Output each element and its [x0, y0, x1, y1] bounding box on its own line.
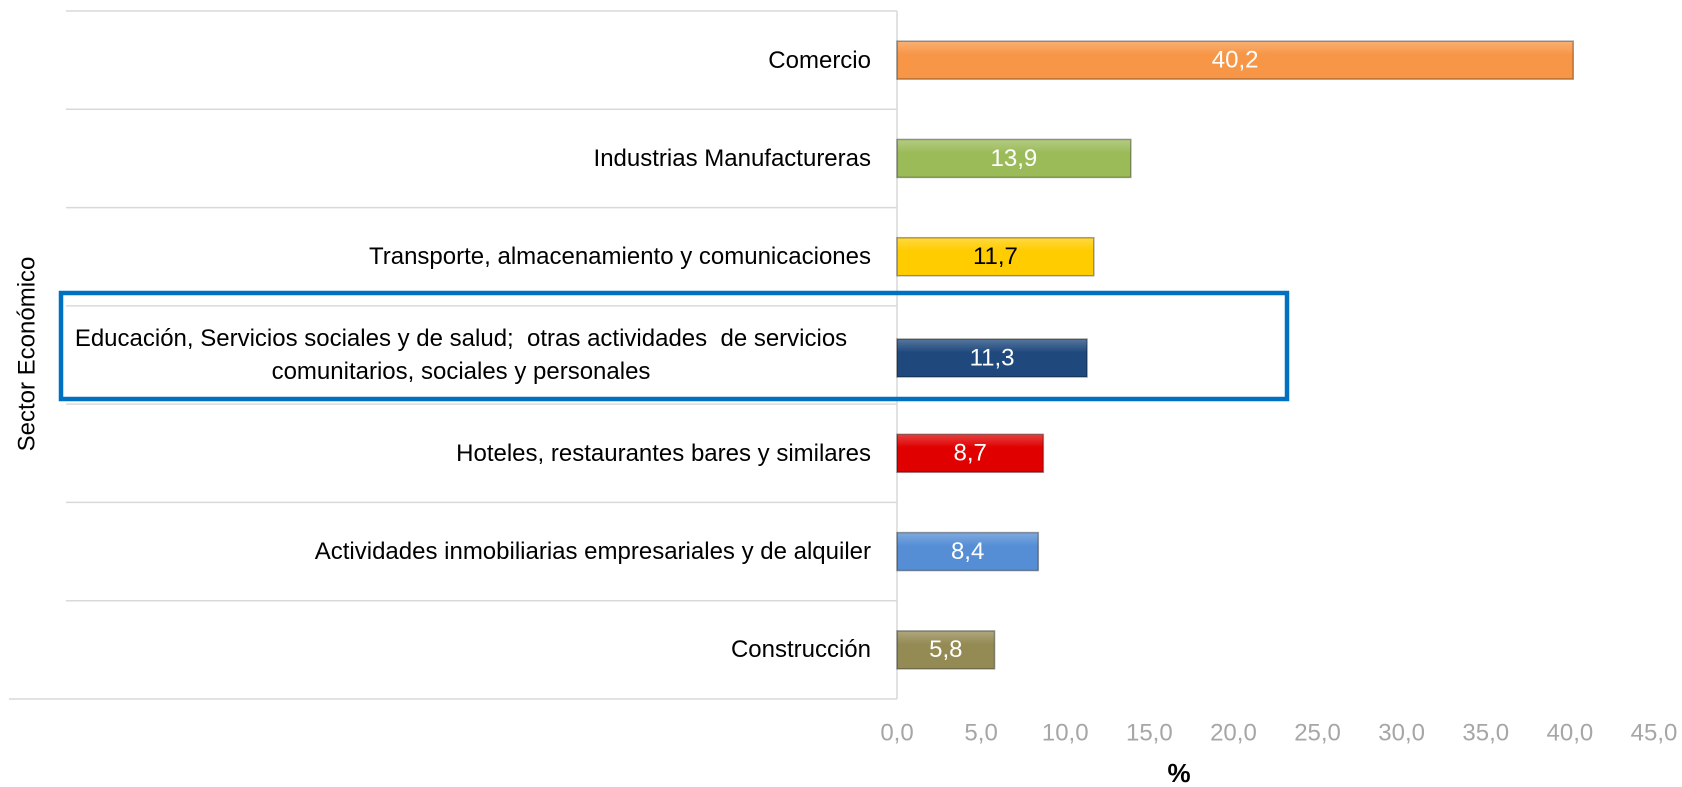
- category-label-text: Industrias Manufactureras: [593, 144, 871, 172]
- value-label: 11,7: [973, 243, 1018, 270]
- x-tick-label: 15,0: [1126, 719, 1173, 746]
- x-tick-label: 20,0: [1210, 719, 1257, 746]
- x-tick-label: 40,0: [1547, 719, 1594, 746]
- bar: [896, 531, 1040, 572]
- bar: [896, 138, 1132, 179]
- bar: [896, 236, 1095, 277]
- category-label-text: Actividades inmobiliarias empresariales …: [314, 537, 871, 565]
- value-label: 8,4: [951, 538, 984, 565]
- category-label: Comercio: [768, 11, 871, 109]
- category-label: Construcción: [731, 601, 871, 699]
- category-label-text: Hoteles, restaurantes bares y similares: [456, 439, 871, 467]
- category-label: Transporte, almacenamiento y comunicacio…: [369, 208, 871, 306]
- value-label: 11,3: [970, 344, 1015, 371]
- bar: [896, 40, 1575, 80]
- value-label: 13,9: [991, 145, 1038, 172]
- category-label: Actividades inmobiliarias empresariales …: [315, 502, 871, 600]
- category-label: Hoteles, restaurantes bares y similares: [456, 404, 871, 502]
- category-label: Industrias Manufactureras: [594, 109, 871, 207]
- x-tick-label: 10,0: [1042, 719, 1089, 746]
- value-label: 5,8: [929, 636, 962, 663]
- bar: [896, 630, 996, 670]
- x-tick-label: 5,0: [964, 719, 997, 746]
- x-tick-label: 30,0: [1378, 719, 1425, 746]
- category-label-text: Transporte, almacenamiento y comunicacio…: [368, 243, 871, 271]
- bar: [896, 338, 1088, 378]
- category-label-text: Comercio: [768, 46, 871, 74]
- x-tick-label: 35,0: [1462, 719, 1509, 746]
- x-axis-title: %: [1167, 758, 1190, 787]
- value-label: 8,7: [953, 440, 986, 467]
- x-tick-label: 25,0: [1294, 719, 1341, 746]
- highlight-box: [58, 290, 1290, 402]
- value-label: 40,2: [1212, 46, 1259, 73]
- category-label: Educación, Servicios sociales y de salud…: [51, 306, 871, 404]
- bar: [896, 433, 1045, 474]
- y-axis-title: Sector Económico: [13, 257, 40, 452]
- category-label-text: Educación, Servicios sociales y de salud…: [74, 324, 854, 385]
- x-tick-label: 0,0: [880, 719, 913, 746]
- category-label-text: Construcción: [730, 636, 871, 664]
- x-tick-label: 45,0: [1631, 719, 1678, 746]
